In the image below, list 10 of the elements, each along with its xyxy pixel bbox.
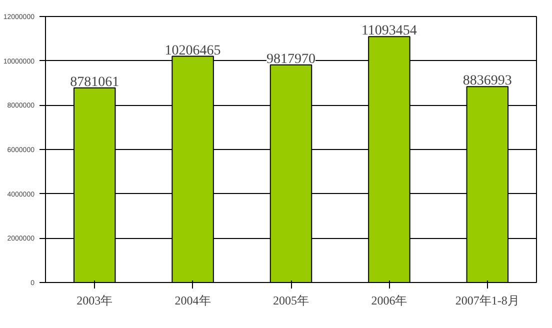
x-tick-label: 2005年	[273, 294, 309, 308]
x-tick-label: 2006年	[371, 294, 408, 308]
x-tick-label: 2004年	[174, 294, 211, 308]
data-label: 8836993	[462, 74, 512, 89]
data-label: 9817970	[266, 52, 316, 67]
data-label: 8781061	[70, 74, 120, 90]
data-label: 10206465	[164, 43, 221, 58]
x-tick-label: 2007年1-8月	[455, 294, 520, 308]
data-label: 11093454	[361, 24, 417, 39]
x-tick-label: 2003年	[76, 294, 113, 308]
